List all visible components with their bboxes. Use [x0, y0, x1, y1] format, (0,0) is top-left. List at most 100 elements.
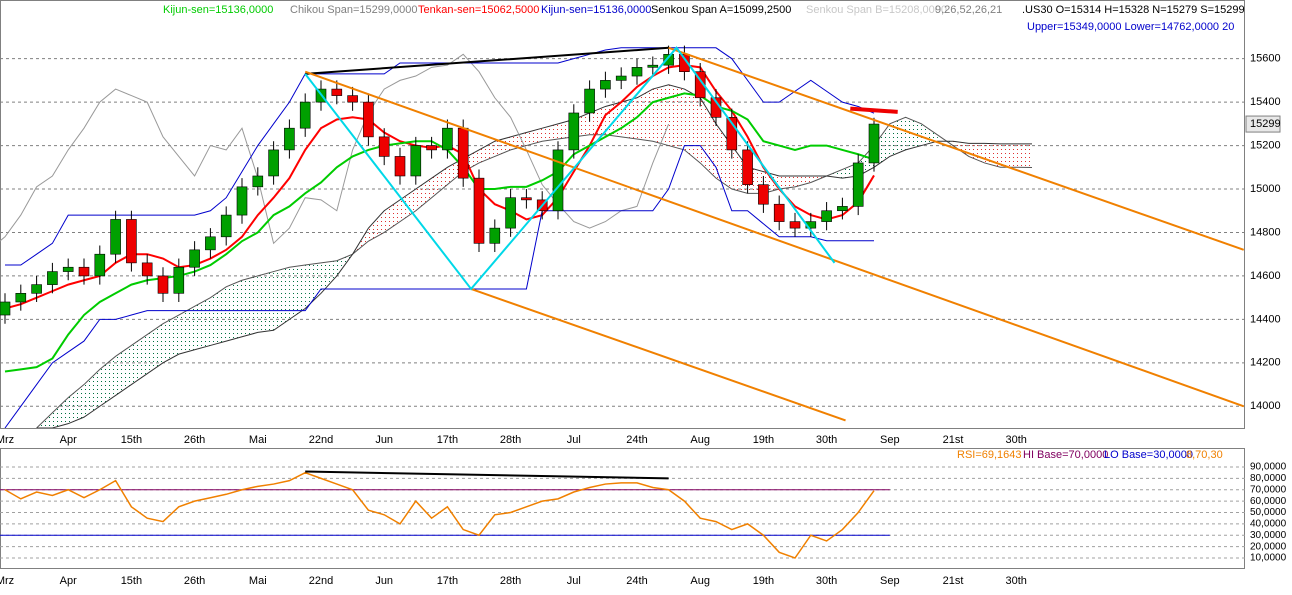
- candle-body: [378, 136, 390, 157]
- cloud-fill: [826, 169, 843, 179]
- cloud-fill: [431, 167, 448, 198]
- x-tick-label: 30th: [1005, 575, 1026, 587]
- x-tick-label: 22nd: [309, 575, 333, 587]
- candle-body: [410, 145, 422, 177]
- candle-body: [663, 54, 674, 66]
- candle-body: [742, 149, 753, 185]
- candle-body: [31, 284, 42, 294]
- x-tick-label: 28th: [500, 434, 521, 446]
- cloud-fill: [178, 306, 195, 355]
- candle-body: [615, 75, 627, 81]
- candle-body: [584, 88, 595, 114]
- x-tick-label: 24th: [626, 434, 647, 446]
- x-tick-label: 21st: [943, 575, 964, 587]
- chikou-span: [0, 53, 670, 245]
- y-tick-label: 10,0000: [1250, 553, 1287, 564]
- x-tick-label: Sep: [880, 575, 900, 587]
- y-tick-label: 20,0000: [1250, 541, 1287, 552]
- candle-body: [110, 219, 121, 255]
- candle-body: [647, 64, 659, 68]
- y-tick-label: 50,0000: [1250, 507, 1287, 518]
- cloud-fill: [684, 89, 701, 163]
- x-tick-label: 19th: [753, 575, 774, 587]
- y-tick-label: 90,0000: [1250, 462, 1287, 473]
- x-tick-label: 26th: [184, 575, 205, 587]
- candle-body: [157, 275, 169, 294]
- trendline: [668, 46, 1245, 251]
- candle-body: [173, 266, 185, 294]
- x-tick-label: 17th: [437, 575, 458, 587]
- candle-body: [94, 253, 106, 277]
- cloud-fill: [210, 286, 227, 346]
- candle-body: [126, 219, 137, 264]
- candle-body: [631, 67, 643, 77]
- candle-body: [521, 197, 532, 201]
- cloud-fill: [131, 334, 148, 385]
- rsi-line: [4, 471, 875, 559]
- candle-body: [442, 127, 453, 151]
- x-tick-label: Sep: [880, 434, 900, 446]
- cloud-fill: [526, 128, 543, 146]
- x-tick-label: Apr: [60, 434, 77, 446]
- senkou-a: [36, 116, 1033, 428]
- last-price-box: [1245, 115, 1281, 133]
- candle-body: [600, 80, 611, 90]
- x-tick-label: 17th: [437, 434, 458, 446]
- cloud-fill: [99, 356, 116, 407]
- last-price: 15299: [1250, 118, 1281, 130]
- y-tick-label: 70,0000: [1250, 484, 1287, 495]
- candle-body: [268, 149, 279, 177]
- x-tick-label: 22nd: [309, 434, 333, 446]
- candle-body: [284, 127, 295, 151]
- cloud-fill: [668, 84, 685, 150]
- rsi-panel: [0, 448, 1245, 569]
- y-tick-label: 60,0000: [1250, 496, 1287, 507]
- header-item: Chikou Span=15299,0000: [290, 4, 418, 16]
- trendline: [470, 288, 846, 422]
- candle-body: [299, 101, 311, 129]
- x-tick-label: 30th: [1005, 434, 1026, 446]
- cloud-fill: [115, 345, 132, 396]
- cloud-fill: [652, 84, 669, 146]
- candle-body: [473, 177, 485, 244]
- trendline: [850, 106, 898, 114]
- cloud-fill: [52, 397, 69, 428]
- x-tick-label: Mrz: [0, 575, 14, 587]
- y-tick-label: 80,0000: [1250, 473, 1287, 484]
- x-tick-label: 15th: [121, 434, 142, 446]
- header-item: RSI=69,1643: [957, 449, 1022, 461]
- header-item: Tenkan-sen=15062,5000: [418, 4, 539, 16]
- x-tick-label: 26th: [184, 434, 205, 446]
- header-item: HI Base=70,0000: [1023, 449, 1108, 461]
- candle-body: [426, 145, 437, 151]
- cloud-fill: [589, 106, 606, 135]
- candle-body: [568, 112, 580, 151]
- header-item: 9,26,52,26,21: [935, 4, 1002, 16]
- candle-body: [505, 197, 516, 229]
- cloud-fill: [637, 89, 653, 142]
- indicator-line: [4, 145, 874, 428]
- candle-body: [837, 206, 848, 212]
- trendline: [305, 470, 669, 480]
- candle-body: [758, 184, 769, 205]
- candle-body: [694, 71, 706, 99]
- header-item: Kijun-sen=15136,0000: [163, 4, 273, 16]
- trendline: [304, 46, 836, 291]
- candle-body: [726, 117, 738, 151]
- candle-body: [489, 227, 501, 244]
- y-tick-label: 30,0000: [1250, 530, 1287, 541]
- x-tick-label: Aug: [690, 434, 710, 446]
- cloud-fill: [779, 175, 795, 190]
- x-tick-label: Jul: [567, 575, 581, 587]
- x-tick-label: 19th: [753, 434, 774, 446]
- candle-body: [141, 262, 153, 277]
- y-tick-label: 14000: [1250, 400, 1281, 412]
- x-tick-label: Mai: [249, 575, 267, 587]
- candle-body: [789, 221, 801, 229]
- header-item: Senkou Span A=15099,2500: [651, 4, 791, 16]
- trendline: [305, 46, 669, 75]
- candle-body: [394, 156, 406, 177]
- candle-body: [189, 249, 200, 268]
- y-tick-label: 14400: [1250, 313, 1281, 325]
